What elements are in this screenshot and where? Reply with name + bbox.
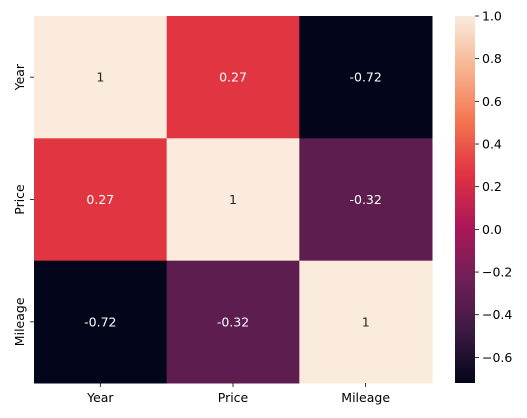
- x-axis: Year Price Mileage: [86, 383, 390, 405]
- y-axis: Year Price Mileage: [12, 63, 34, 346]
- x-tick-label: Year: [86, 390, 114, 405]
- heatmap-cell-year-price: [166, 16, 300, 139]
- cell-annotation: 1: [362, 314, 370, 329]
- x-tick-label: Mileage: [341, 390, 390, 405]
- cell-annotation: -0.32: [349, 192, 381, 207]
- heatmap-cell-mileage-mileage: [299, 260, 433, 384]
- heatmap-cells: [34, 16, 433, 384]
- heatmap-cell-year-mileage: [299, 16, 433, 139]
- colorbar-tick-label: 0.8: [482, 51, 502, 66]
- cell-annotation: -0.72: [349, 70, 381, 85]
- colorbar-tick-label: 0.0: [482, 222, 502, 237]
- cell-annotation: 1: [229, 192, 237, 207]
- cell-annotation: -0.72: [84, 314, 116, 329]
- y-tick-label: Year: [12, 63, 27, 91]
- heatmap-cell-mileage-year: [34, 260, 168, 384]
- heatmap-cell-year-year: [34, 16, 168, 139]
- cell-annotations: 1 0.27 -0.72 0.27 1 -0.32 -0.72 -0.32 1: [84, 70, 382, 330]
- colorbar-tick-label: 0.6: [482, 94, 502, 109]
- y-tick-label: Price: [12, 184, 27, 215]
- x-tick-label: Price: [218, 390, 249, 405]
- colorbar-tick-label: −0.2: [482, 265, 512, 280]
- colorbar-tick-label: 0.2: [482, 179, 502, 194]
- colorbar-tick-label: 1.0: [482, 9, 502, 24]
- cell-annotation: 1: [96, 70, 104, 85]
- colorbar-gradient: [455, 16, 475, 383]
- colorbar: 1.0 0.8 0.6 0.4 0.2 0.0 −0.2 −0.4 −0.6: [455, 9, 512, 383]
- colorbar-tick-label: 0.4: [482, 137, 502, 152]
- colorbar-tick-label: −0.6: [482, 350, 512, 365]
- colorbar-tick-label: −0.4: [482, 307, 512, 322]
- cell-annotation: 0.27: [219, 70, 247, 85]
- y-tick-label: Mileage: [12, 297, 27, 346]
- heatmap-cell-mileage-price: [166, 260, 300, 384]
- heatmap-cell-price-year: [34, 138, 168, 262]
- cell-annotation: 0.27: [86, 192, 114, 207]
- cell-annotation: -0.32: [217, 314, 249, 329]
- heatmap-cell-price-mileage: [299, 138, 433, 262]
- heatmap-cell-price-price: [166, 138, 300, 262]
